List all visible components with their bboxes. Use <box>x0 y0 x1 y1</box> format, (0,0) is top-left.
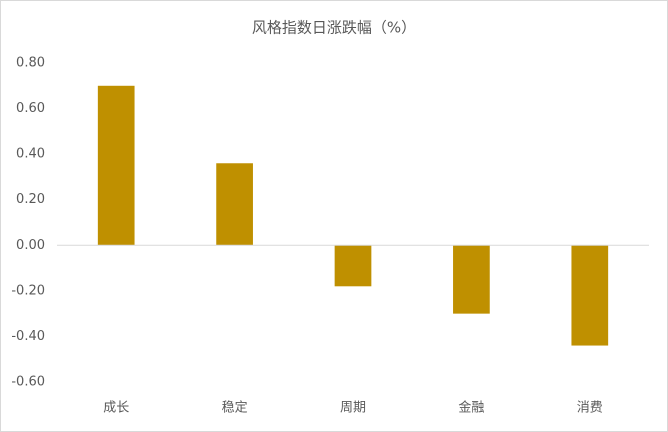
bar <box>571 245 609 346</box>
x-tick-label: 周期 <box>340 401 366 416</box>
bar <box>453 245 490 314</box>
x-tick-label: 稳定 <box>222 400 248 416</box>
y-tick-label: 0.40 <box>16 147 45 162</box>
x-tick-label: 成长 <box>103 401 129 416</box>
chart-title: 风格指数日涨跌幅（%） <box>252 19 416 37</box>
y-tick-label: -0.20 <box>11 283 45 298</box>
x-tick-label: 金融 <box>458 400 484 416</box>
y-tick-label: -0.40 <box>11 329 45 344</box>
bar <box>334 245 372 287</box>
y-tick-label: 0.60 <box>16 101 45 116</box>
bar <box>97 85 135 246</box>
y-tick-label: 0.00 <box>16 238 45 253</box>
bar <box>216 163 253 246</box>
y-tick-label: 0.80 <box>16 56 45 71</box>
y-tick-label: -0.60 <box>11 375 45 390</box>
y-tick-label: 0.20 <box>16 192 45 207</box>
x-tick-label: 消费 <box>577 401 603 416</box>
